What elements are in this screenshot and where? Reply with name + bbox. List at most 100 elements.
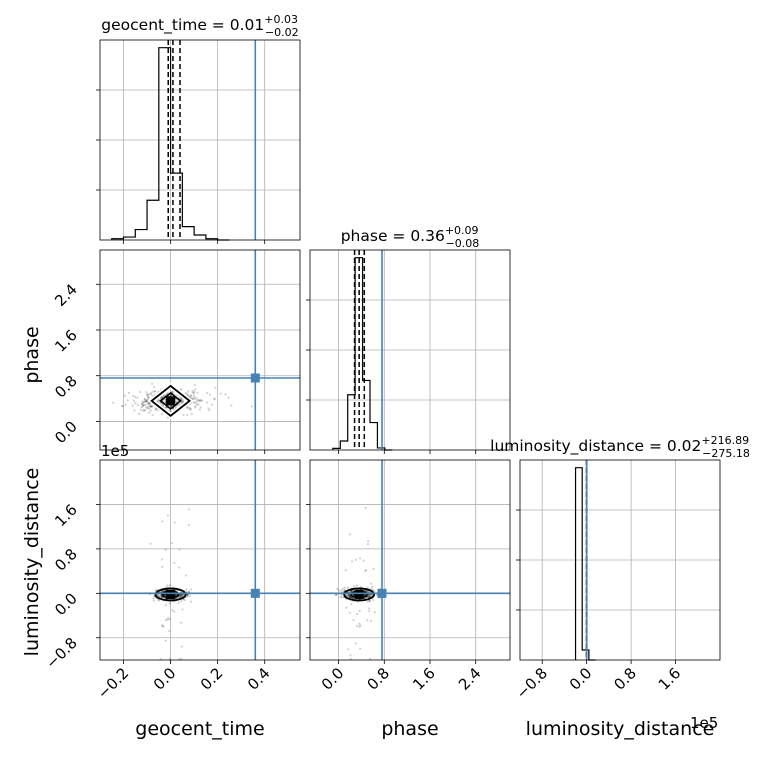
- sample-point: [159, 657, 162, 661]
- y-tick-label-phase-0: 0.0: [51, 418, 81, 448]
- sample-point: [123, 394, 127, 397]
- sample-point: [145, 399, 148, 402]
- sample-point: [178, 566, 181, 569]
- sample-point: [136, 403, 139, 407]
- sample-point: [166, 618, 169, 621]
- x-tick-label-luminosity-distance-0: −0.8: [513, 664, 551, 702]
- sample-point: [230, 404, 233, 407]
- sample-point: [156, 400, 159, 403]
- sample-point: [341, 596, 344, 599]
- sample-point: [166, 584, 169, 587]
- y-tick-label-luminosity-distance-2: 0.8: [51, 545, 81, 575]
- sample-point: [177, 403, 181, 407]
- sample-point: [183, 598, 186, 602]
- sample-point: [137, 412, 141, 415]
- sample-point: [164, 618, 167, 622]
- sample-point: [146, 398, 149, 401]
- sample-point: [194, 388, 197, 391]
- sample-point: [336, 587, 339, 590]
- sample-point: [195, 403, 199, 406]
- sample-point: [340, 594, 343, 597]
- y-tick-label-luminosity-distance-3: 1.6: [51, 501, 81, 531]
- sample-point: [168, 617, 171, 621]
- sample-point: [126, 399, 129, 402]
- sample-point: [161, 403, 165, 406]
- sample-point: [168, 657, 171, 661]
- sample-point: [180, 621, 183, 624]
- sample-point: [154, 408, 158, 412]
- sample-point: [174, 400, 177, 403]
- sample-point: [369, 593, 372, 596]
- sample-point: [158, 599, 161, 602]
- x-tick-label-geocent-time-2: 0.2: [197, 664, 227, 694]
- axes-frame: [309, 249, 511, 451]
- axes-frame: [519, 459, 721, 661]
- sample-point: [368, 657, 372, 661]
- sample-point: [182, 598, 185, 601]
- sample-point: [141, 402, 144, 406]
- sample-point: [359, 624, 362, 627]
- sample-point: [160, 595, 163, 598]
- histogram-step: [111, 47, 230, 241]
- sample-point: [140, 405, 143, 409]
- sample-point: [179, 594, 182, 597]
- sample-point: [160, 558, 163, 561]
- sample-point: [161, 404, 165, 407]
- sample-point: [173, 561, 176, 564]
- sample-point: [338, 589, 341, 592]
- sample-point: [144, 400, 147, 403]
- sample-point: [153, 390, 156, 393]
- sample-point: [196, 398, 199, 401]
- sample-point: [189, 588, 193, 591]
- title-phase: phase = 0.36+0.09 −0.08: [341, 224, 480, 250]
- sample-point: [160, 595, 163, 598]
- sample-point: [146, 393, 149, 396]
- sample-point: [365, 590, 369, 593]
- sample-point: [159, 401, 162, 404]
- sample-point: [163, 394, 166, 397]
- sample-point: [193, 390, 196, 393]
- sample-point: [355, 584, 358, 587]
- sample-point: [358, 609, 361, 612]
- y-tick-label-phase-2: 1.6: [51, 326, 81, 356]
- density-peak: [166, 396, 176, 406]
- sample-point: [368, 609, 371, 612]
- axes-frame: [99, 39, 301, 241]
- sample-point: [161, 589, 164, 593]
- sample-point: [196, 391, 199, 394]
- sample-point: [180, 657, 183, 661]
- sample-point: [133, 399, 136, 402]
- sample-point: [347, 648, 350, 651]
- sample-point: [349, 657, 352, 661]
- sample-point: [188, 408, 191, 411]
- sample-point: [348, 533, 352, 536]
- y-tick-label-phase-3: 2.4: [51, 280, 81, 310]
- sample-point: [367, 594, 370, 597]
- sample-point: [189, 600, 193, 603]
- sample-point: [363, 594, 366, 597]
- sample-point: [151, 405, 154, 408]
- sample-point: [339, 595, 342, 599]
- sample-point: [366, 590, 370, 593]
- sample-point: [213, 397, 216, 400]
- sample-point: [112, 401, 115, 404]
- sample-point: [349, 595, 352, 598]
- sample-point: [139, 408, 142, 411]
- sample-point: [354, 642, 357, 645]
- sample-point: [370, 594, 373, 597]
- sample-point: [146, 405, 150, 409]
- sample-point: [146, 393, 149, 396]
- sample-point: [348, 594, 352, 598]
- sample-point: [213, 397, 216, 401]
- sample-point: [224, 393, 227, 396]
- sample-point: [180, 645, 184, 648]
- sample-point: [160, 623, 164, 627]
- sample-point: [344, 569, 347, 572]
- sample-point: [193, 397, 196, 400]
- sample-point: [227, 396, 230, 399]
- sample-point: [148, 402, 151, 405]
- sample-point: [349, 654, 352, 657]
- sample-point: [368, 599, 371, 603]
- sample-point: [161, 624, 164, 628]
- sample-point: [181, 608, 184, 611]
